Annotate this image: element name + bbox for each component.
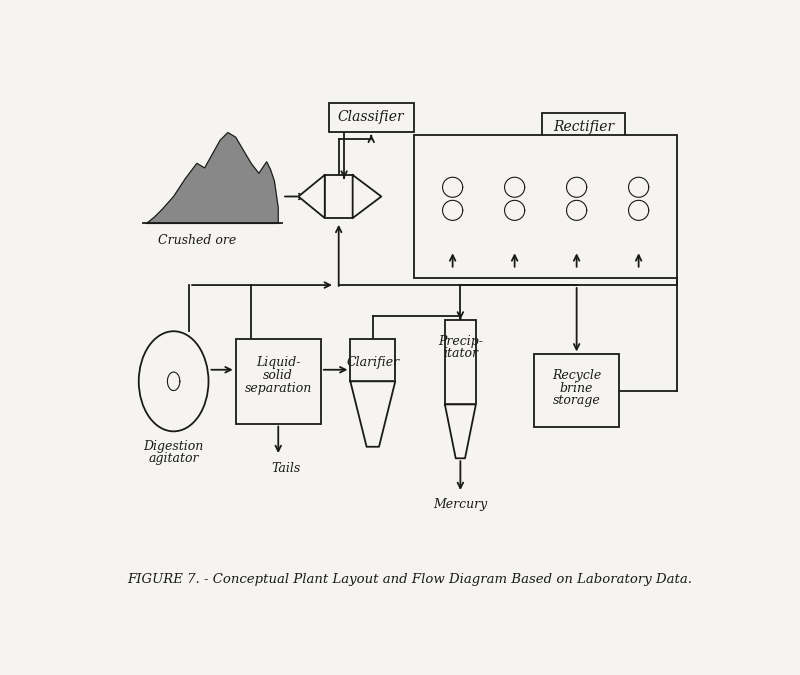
Bar <box>414 135 678 278</box>
Polygon shape <box>298 175 325 218</box>
Bar <box>329 103 414 132</box>
Bar <box>445 320 476 404</box>
Bar <box>542 113 626 141</box>
Text: agitator: agitator <box>148 452 199 465</box>
Text: Classifier: Classifier <box>338 110 405 124</box>
Text: itator: itator <box>443 347 478 360</box>
Bar <box>325 175 353 218</box>
Text: Crushed ore: Crushed ore <box>158 234 236 247</box>
Polygon shape <box>146 132 278 223</box>
Text: Clarifier: Clarifier <box>346 356 399 369</box>
Polygon shape <box>445 404 476 458</box>
Text: Tails: Tails <box>271 462 301 475</box>
Bar <box>350 339 395 381</box>
Ellipse shape <box>544 157 609 249</box>
Bar <box>236 339 321 424</box>
Text: storage: storage <box>553 394 601 407</box>
Ellipse shape <box>606 157 671 249</box>
Text: Mercury: Mercury <box>434 498 487 511</box>
Text: Rectifier: Rectifier <box>553 120 614 134</box>
Text: Liquid-: Liquid- <box>256 356 301 369</box>
Text: Digestion: Digestion <box>143 440 204 453</box>
Text: separation: separation <box>245 382 312 395</box>
Text: FIGURE 7. - Conceptual Plant Layout and Flow Diagram Based on Laboratory Data.: FIGURE 7. - Conceptual Plant Layout and … <box>127 574 693 587</box>
Polygon shape <box>350 381 395 447</box>
Ellipse shape <box>138 331 209 431</box>
Bar <box>534 354 619 427</box>
Ellipse shape <box>420 157 485 249</box>
Text: Precip-: Precip- <box>438 335 483 348</box>
Text: Recycle: Recycle <box>552 369 602 383</box>
Text: solid: solid <box>263 369 293 381</box>
Text: brine: brine <box>560 382 594 395</box>
Polygon shape <box>353 175 382 218</box>
Ellipse shape <box>482 157 547 249</box>
